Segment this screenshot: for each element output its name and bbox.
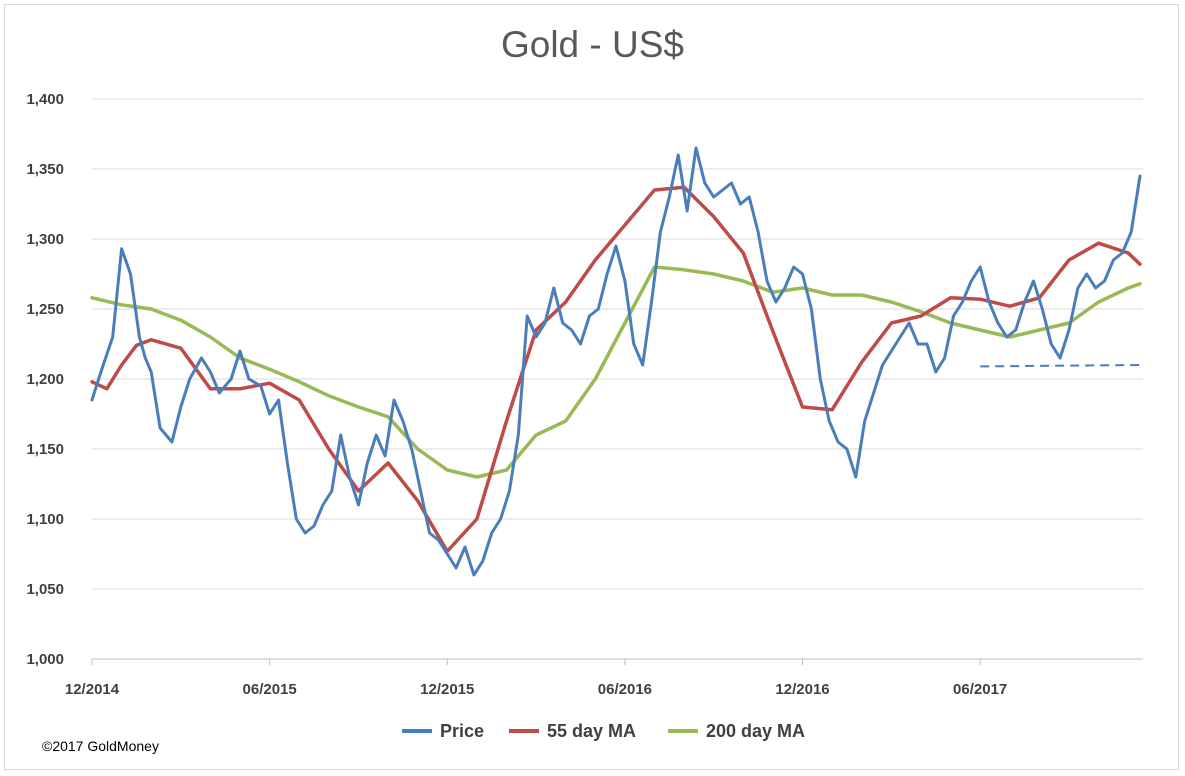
x-axis: 12/2014 06/2015 12/2015 06/2016 12/2016 06/20… (65, 658, 1143, 698)
series-line-price (90, 146, 1142, 577)
legend-label: 200 day MA (706, 721, 805, 741)
support-dashed-line (980, 364, 1144, 368)
x-tick-label: 06/2017 (953, 681, 1007, 698)
y-tick-label: 1,050 (26, 581, 64, 598)
y-tick-label: 1,100 (26, 511, 64, 528)
x-tick-label: 06/2015 (243, 681, 297, 698)
series-line-200-day-ma (90, 265, 1142, 479)
y-tick-label: 1,350 (26, 161, 64, 178)
y-tick-label: 1,150 (26, 441, 64, 458)
series-line-55-day-ma (90, 185, 1142, 553)
chart-title: Gold - US$ (500, 24, 684, 65)
x-tick-label: 12/2015 (420, 681, 474, 698)
y-tick-label: 1,000 (26, 651, 64, 668)
legend-label: Price (440, 721, 484, 741)
x-tick-label: 06/2016 (598, 681, 652, 698)
y-tick-label: 1,250 (26, 301, 64, 318)
copyright-note: ©2017 GoldMoney (42, 738, 159, 754)
y-axis-ticks: 1,000 1,050 1,100 1,150 1,200 1,250 1,300 1,350… (26, 91, 64, 668)
annotations (980, 364, 1144, 368)
grid-lines (92, 98, 1143, 660)
legend: Price 55 day MA 200 day MA (402, 721, 805, 741)
legend-label: 55 day MA (547, 721, 636, 741)
y-tick-label: 1,200 (26, 371, 64, 388)
x-tick-label: 12/2014 (65, 681, 120, 698)
x-tick-label: 12/2016 (775, 681, 829, 698)
y-tick-label: 1,400 (26, 91, 64, 108)
y-tick-label: 1,300 (26, 231, 64, 248)
series-group (90, 146, 1142, 577)
